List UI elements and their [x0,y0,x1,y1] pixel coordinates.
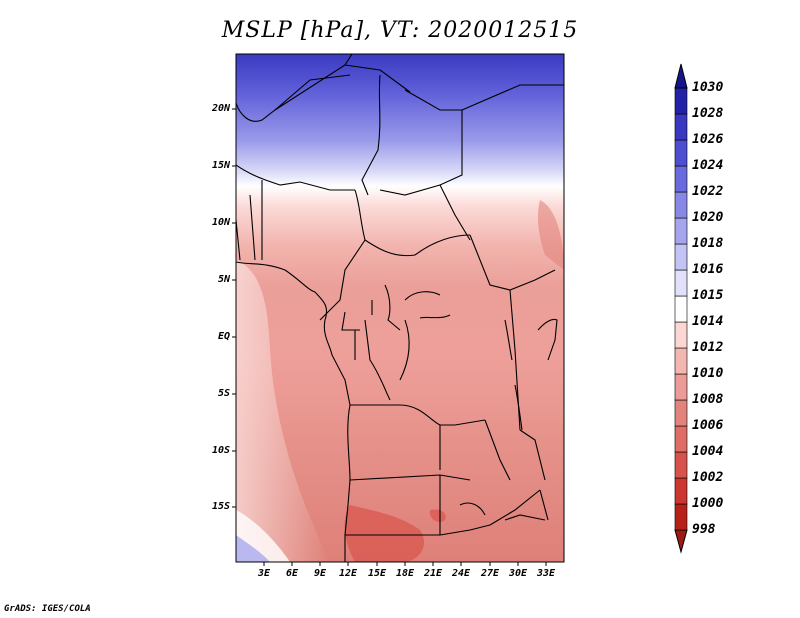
map-field [236,54,564,562]
lat-label-15s: 15S [211,501,230,512]
lat-ticks [232,108,236,508]
colorbar-level-label: 1015 [692,288,724,303]
colorbar-level-label: 1012 [692,340,724,355]
lat-label-10n: 10N [211,217,230,228]
colorbar-level-label: 1002 [692,470,724,485]
country-borders [236,54,564,536]
colorbar-segment [674,477,688,505]
colorbar-level-label: 1030 [692,80,724,95]
colorbar-segment [674,87,688,115]
colorbar-level-label: 998 [692,522,716,537]
lon-label-24e: 24E [451,568,471,579]
lon-label-6e: 6E [285,568,299,579]
colorbar-level-label: 1006 [692,418,724,433]
colorbar-segment [674,451,688,479]
map-title: MSLP [hPa], VT: 2020012515 [221,18,579,43]
colorbar-level-label: 1010 [692,366,724,381]
lon-ticks [263,562,547,566]
lat-label-eq: EQ [217,331,230,342]
colorbar [674,63,688,554]
colorbar-segment [674,503,688,531]
lat-label-20n: 20N [211,103,230,114]
lon-label-15e: 15E [367,568,387,579]
colorbar-level-label: 1020 [692,210,724,225]
colorbar-level-label: 1018 [692,236,724,251]
lon-label-3e: 3E [257,568,271,579]
lon-label-18e: 18E [395,568,415,579]
lon-label-30e: 30E [508,568,528,579]
colorbar-segment [674,295,688,323]
lon-label-21e: 21E [423,568,443,579]
colorbar-segment [674,165,688,193]
lat-label-10s: 10S [211,445,230,456]
colorbar-segment [674,63,688,89]
colorbar-segment [674,217,688,245]
colorbar-segment [674,529,688,554]
colorbar-segment [674,425,688,453]
lon-label-9e: 9E [313,568,327,579]
map-frame [235,53,565,563]
lon-label-27e: 27E [480,568,500,579]
colorbar-segment [674,243,688,271]
colorbar-segment [674,269,688,297]
colorbar-segment [674,373,688,401]
colorbar-level-label: 1000 [692,496,724,511]
coastline [235,261,558,562]
colorbar-level-label: 1014 [692,314,724,329]
lon-label-33e: 33E [536,568,556,579]
colorbar-segment [674,191,688,219]
colorbar-segment [674,347,688,375]
colorbar-level-label: 1028 [692,106,724,121]
colorbar-segment [674,139,688,167]
lat-label-5s: 5S [217,388,230,399]
lon-label-12e: 12E [338,568,358,579]
colorbar-segment [674,321,688,349]
colorbar-level-label: 1022 [692,184,724,199]
grads-credit: GrADS: IGES/COLA [4,604,91,614]
colorbar-level-label: 1004 [692,444,724,459]
lat-label-15n: 15N [211,160,230,171]
lat-label-5n: 5N [217,274,230,285]
colorbar-level-label: 1024 [692,158,724,173]
colorbar-level-label: 1016 [692,262,724,277]
colorbar-segment [674,113,688,141]
colorbar-segment [674,399,688,427]
colorbar-level-label: 1008 [692,392,724,407]
colorbar-level-label: 1026 [692,132,724,147]
